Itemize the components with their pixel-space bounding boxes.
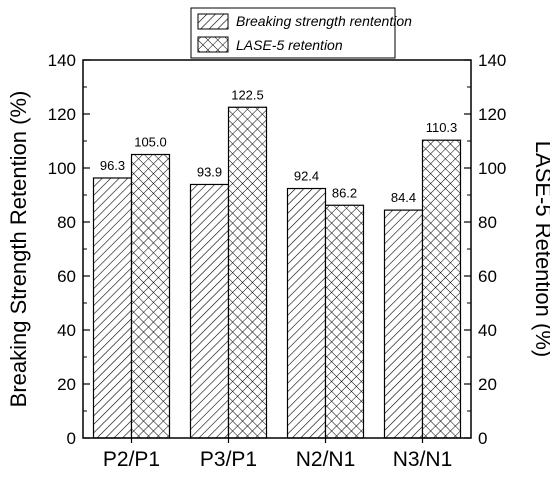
data-label: 84.4 (391, 190, 416, 205)
y-tick-label-right: 40 (478, 321, 497, 340)
y-tick-label-left: 100 (48, 159, 76, 178)
y-tick-label-left: 60 (57, 267, 76, 286)
legend: Breaking strength rentention LASE-5 rete… (190, 7, 412, 59)
legend-swatch-breaking-strength (197, 13, 229, 30)
data-label: 92.4 (294, 169, 319, 184)
data-label: 122.5 (231, 87, 264, 102)
y-tick-label-left: 80 (57, 213, 76, 232)
legend-label-breaking-strength: Breaking strength rentention (236, 13, 412, 29)
data-label: 86.2 (332, 185, 357, 200)
ticks-layer (83, 59, 471, 443)
x-tick-label: N2/N1 (296, 448, 356, 471)
y-axis-title-left: Breaking Strength Retention (%) (6, 91, 31, 408)
right-tick-labels: 0 20 40 60 80 100 120 140 (478, 51, 506, 448)
category-labels: P2/P1 P3/P1 N2/N1 N3/N1 (103, 448, 452, 471)
legend-label-lase5: LASE-5 retention (236, 37, 343, 53)
data-label: 96.3 (100, 158, 125, 173)
y-tick-label-left: 20 (57, 375, 76, 394)
y-tick-label-right: 20 (478, 375, 497, 394)
left-tick-labels: 0 20 40 60 80 100 120 140 (48, 51, 76, 448)
x-tick-label: P2/P1 (103, 448, 160, 471)
legend-swatch-lase5 (197, 36, 229, 53)
y-axis-title-right: LASE-5 Retention (%) (531, 141, 550, 357)
value-labels-layer: 96.3 105.0 93.9 122.5 92.4 86.2 84.4 110.3 (100, 87, 457, 205)
y-tick-label-right: 100 (478, 159, 506, 178)
data-label: 93.9 (197, 164, 222, 179)
bar-lase5-p3-p1 (227, 106, 268, 439)
bar-breaking-strength-p3-p1 (189, 183, 230, 439)
y-tick-label-right: 0 (478, 429, 487, 448)
y-tick-label-right: 60 (478, 267, 497, 286)
data-label: 105.0 (134, 135, 167, 150)
y-tick-label-left: 0 (67, 429, 76, 448)
x-tick-label: N3/N1 (393, 448, 453, 471)
y-tick-label-right: 120 (478, 105, 506, 124)
x-tick-label: P3/P1 (200, 448, 257, 471)
y-tick-label-right: 80 (478, 213, 497, 232)
data-label: 110.3 (426, 120, 458, 135)
bar-breaking-strength-p2-p1 (92, 177, 133, 439)
bar-lase5-n3-n1 (421, 139, 462, 439)
y-tick-label-left: 40 (57, 321, 76, 340)
bar-lase5-p2-p1 (130, 153, 171, 439)
bar-breaking-strength-n2-n1 (286, 187, 327, 439)
y-tick-label-left: 120 (48, 105, 76, 124)
bar-lase5-n2-n1 (324, 204, 365, 439)
y-tick-label-right: 140 (478, 51, 506, 70)
bar-breaking-strength-n3-n1 (383, 209, 424, 439)
bars-layer (92, 106, 462, 439)
y-tick-label-left: 140 (48, 51, 76, 70)
